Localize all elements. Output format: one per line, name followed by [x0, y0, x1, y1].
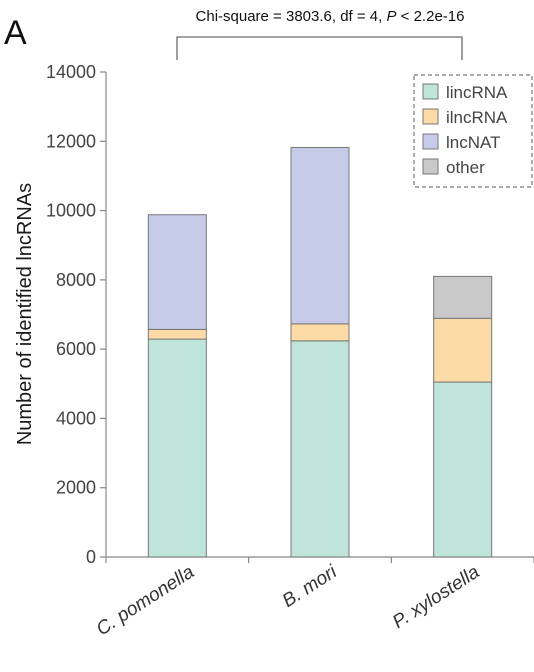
bar-segment-ilncrna-2 — [290, 323, 350, 342]
bar-segment-other-3 — [433, 275, 493, 319]
chi-square-annotation: Chi-square = 3803.6, df = 4, P < 2.2e-16 — [196, 8, 465, 25]
bar-segment-ilncrna-1 — [147, 328, 207, 340]
y-tick-label: 12000 — [46, 131, 96, 151]
y-tick-label: 0 — [86, 547, 96, 567]
panel-letter: A — [4, 14, 27, 52]
legend-box — [413, 74, 533, 188]
y-tick-label: 4000 — [56, 408, 96, 428]
bar-segment-lncnat-2 — [290, 147, 350, 325]
y-tick-label: 2000 — [56, 478, 96, 498]
stat-p-symbol: P — [386, 8, 396, 25]
bar-segment-lncnat-1 — [147, 214, 207, 330]
bar-segment-lincrna-3 — [433, 381, 493, 558]
y-tick-label: 6000 — [56, 339, 96, 359]
legend-label-lncnat: lncNAT — [446, 133, 500, 152]
y-tick-label: 8000 — [56, 270, 96, 290]
comparison-bracket — [176, 36, 463, 60]
legend-swatch-lncnat — [422, 133, 439, 150]
y-tick-label: 14000 — [46, 62, 96, 82]
bar-segment-ilncrna-3 — [433, 317, 493, 383]
category-labels: C. pomonella B. mori P. xylostella — [93, 561, 484, 640]
bar-segment-lincrna-1 — [147, 338, 207, 558]
legend: lincRNA ilncRNA lncNAT other — [413, 74, 533, 188]
legend-label-other: other — [446, 158, 485, 177]
legend-label-lincrna: lincRNA — [446, 83, 508, 102]
bars — [147, 147, 493, 558]
y-tick-label: 10000 — [46, 201, 96, 221]
stat-prefix: Chi-square = 3803.6, df = 4, — [196, 8, 387, 25]
category-label: C. pomonella — [93, 562, 198, 641]
legend-label-ilncrna: ilncRNA — [446, 108, 508, 127]
legend-swatch-lincrna — [422, 83, 439, 100]
legend-swatch-ilncrna — [422, 108, 439, 125]
y-axis-title: Number of identified lncRNAs — [14, 183, 36, 445]
category-label: P. xylostella — [389, 562, 483, 633]
category-label: B. mori — [279, 561, 342, 612]
legend-swatch-other — [422, 158, 439, 175]
stat-suffix: < 2.2e-16 — [397, 8, 465, 25]
bar-segment-lincrna-2 — [290, 340, 350, 558]
y-axis: 0 2000 4000 6000 8000 10000 12000 14000 — [46, 62, 107, 567]
